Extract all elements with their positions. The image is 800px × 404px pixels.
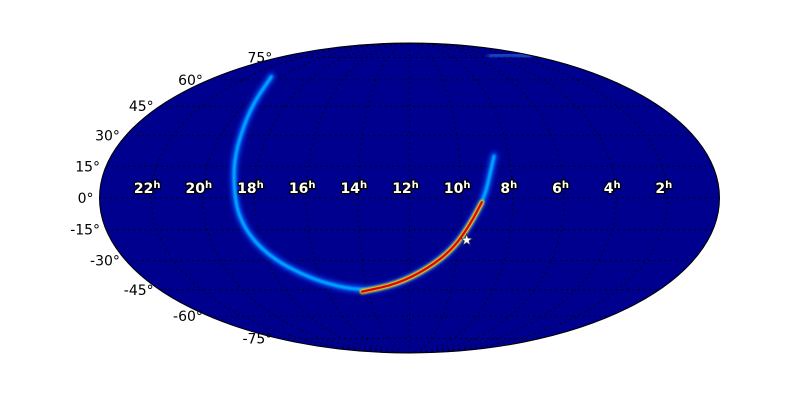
meridian-line: [409, 43, 617, 353]
dec-tick-label: -45°: [124, 283, 154, 299]
dec-tick-label: -15°: [70, 223, 100, 239]
meridian-line: [305, 43, 410, 353]
dec-tick-label: -30°: [90, 254, 120, 270]
star-marker-icon: [459, 233, 474, 246]
dec-tick-label: -60°: [173, 309, 203, 325]
dec-tick-label: 60°: [178, 73, 203, 89]
meridian-line: [409, 43, 514, 353]
dec-tick-label: 15°: [75, 159, 100, 175]
arc-peak: [361, 201, 483, 293]
meridian-line: [202, 43, 410, 353]
dec-tick-label: 75°: [247, 51, 272, 67]
dec-tick-label: 45°: [129, 99, 154, 115]
meridian-line: [253, 43, 410, 353]
dec-tick-label: 0°: [78, 191, 94, 207]
meridian-line: [409, 43, 566, 353]
arc-faint-top: [487, 53, 533, 59]
probability-arc: [230, 53, 533, 295]
meridian-line: [357, 43, 410, 353]
dec-tick-label: 30°: [95, 128, 120, 144]
meridian-line: [409, 43, 462, 353]
sky-border: [99, 42, 720, 354]
dec-tick-label: -75°: [242, 331, 272, 347]
